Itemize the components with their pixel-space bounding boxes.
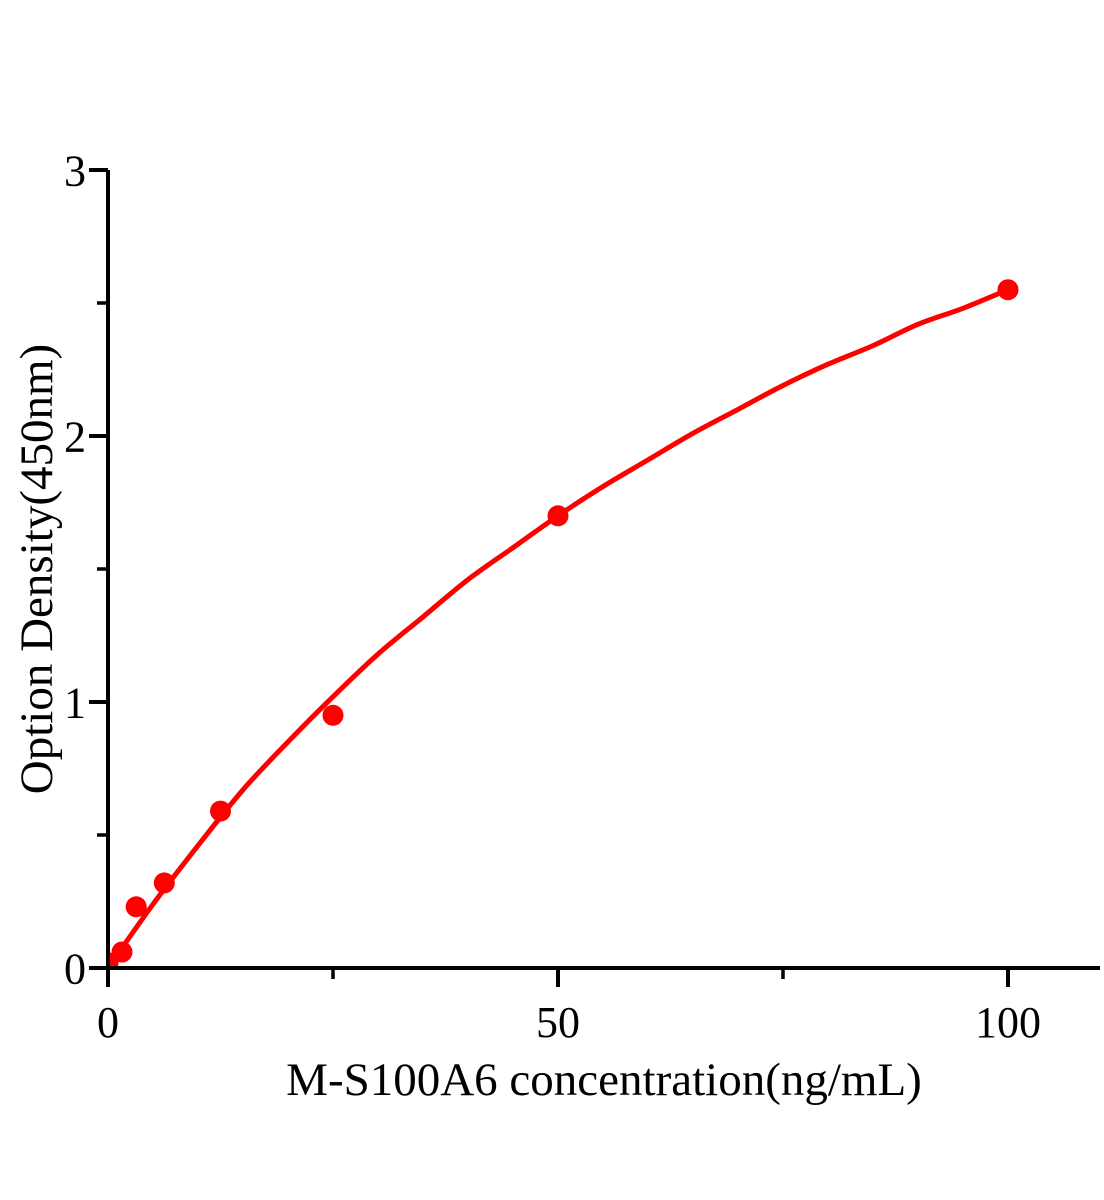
data-point <box>111 941 133 963</box>
x-tick-label: 0 <box>97 998 119 1047</box>
data-point <box>210 800 231 822</box>
y-tick-label: 2 <box>64 412 86 461</box>
x-tick-label: 100 <box>975 998 1041 1047</box>
y-axis-title: Option Density(450nm) <box>11 344 63 794</box>
x-tick-label: 50 <box>536 998 580 1047</box>
data-point <box>547 505 569 527</box>
data-point <box>153 872 175 894</box>
y-tick-label: 0 <box>64 944 86 993</box>
data-point <box>322 704 344 726</box>
data-point <box>997 279 1019 301</box>
data-layer <box>108 279 1019 968</box>
axes-layer: 0 50 100 0 1 2 3 <box>64 146 1100 1047</box>
y-tick-label: 1 <box>64 678 86 727</box>
y-tick-label: 3 <box>64 146 86 195</box>
data-point <box>125 896 147 918</box>
x-axis-title: M-S100A6 concentration(ng/mL) <box>286 1054 922 1106</box>
fit-curve <box>108 287 1011 968</box>
